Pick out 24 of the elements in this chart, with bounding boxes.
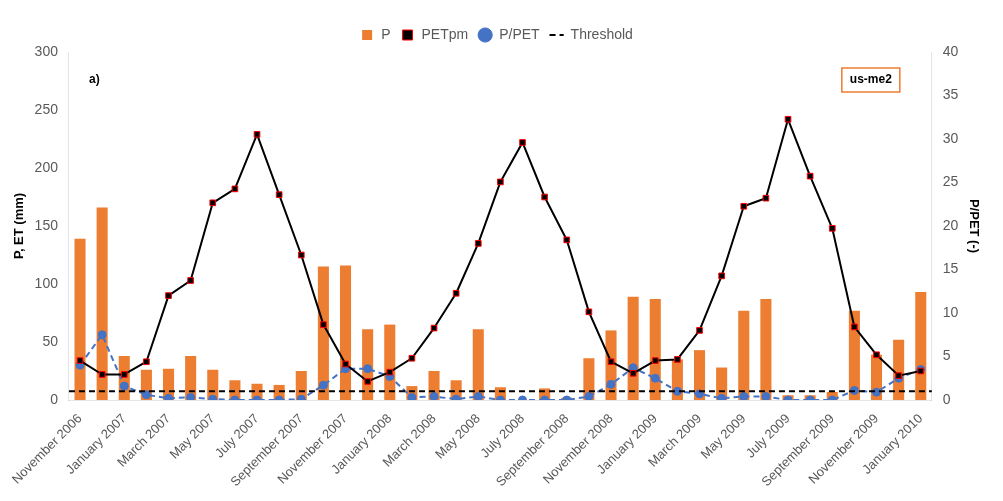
y-tick-label: 0 [50, 390, 59, 407]
y-tick-label: 200 [34, 158, 59, 175]
y-axis-title: P, ET (mm) [11, 192, 27, 260]
y2-tick-label: 5 [942, 347, 951, 364]
annotation: a) [88, 72, 100, 87]
y2-tick-label: 15 [942, 260, 959, 277]
y2-tick-label: 40 [942, 42, 959, 59]
y2-tick-label: 20 [942, 216, 959, 233]
y-tick-label: 50 [42, 332, 59, 349]
y2-tick-label: 25 [942, 173, 959, 190]
y2-tick-label: 35 [942, 86, 959, 103]
y2-tick-label: 0 [942, 390, 951, 407]
legend-label: PETpm [421, 25, 469, 42]
legend-label: P [381, 25, 391, 42]
y-tick-label: 100 [34, 274, 59, 291]
y-tick-label: 300 [34, 42, 59, 59]
annotation: us-me2 [849, 72, 893, 87]
y-tick-label: 150 [34, 216, 59, 233]
y2-tick-label: 10 [942, 303, 959, 320]
y2-tick-label: 30 [942, 129, 959, 146]
y2-axis-title: P/PET (-) [966, 198, 982, 254]
legend-label: Threshold [570, 25, 633, 42]
y-tick-label: 250 [34, 100, 59, 117]
legend-label: P/PET [499, 25, 541, 42]
